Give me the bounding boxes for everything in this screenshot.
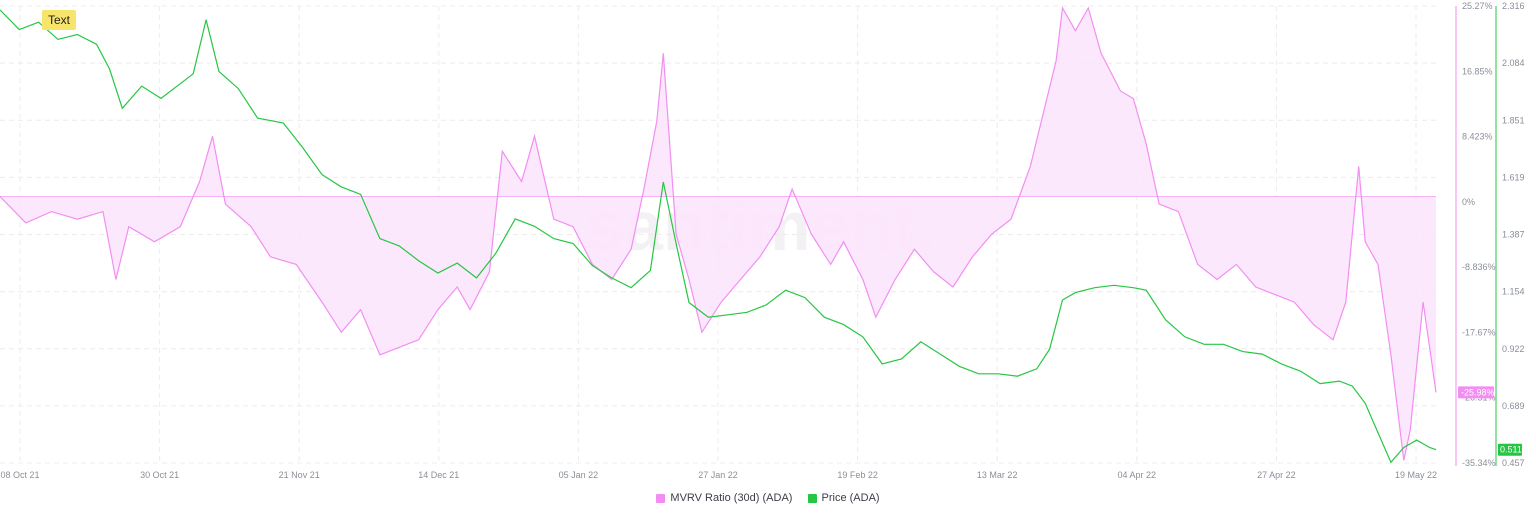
- x-tick-label: 30 Oct 21: [140, 470, 179, 480]
- mvrv-tick-label: -35.34%: [1462, 458, 1496, 468]
- legend-item-mvrv[interactable]: MVRV Ratio (30d) (ADA): [656, 492, 792, 504]
- legend-swatch-mvrv: [656, 493, 666, 503]
- x-tick-label: 04 Apr 22: [1118, 470, 1157, 480]
- x-tick-label: 14 Dec 21: [418, 470, 459, 480]
- x-tick-label: 19 Feb 22: [837, 470, 878, 480]
- mvrv-tick-label: 25.27%: [1462, 1, 1493, 11]
- price-tick-label: 1.851: [1502, 115, 1525, 125]
- price-tick-label: 2.084: [1502, 58, 1525, 68]
- price-tick-label: 0.689: [1502, 401, 1525, 411]
- mvrv-tick-label: 8.423%: [1462, 132, 1493, 142]
- x-tick-label: 21 Nov 21: [279, 470, 320, 480]
- mvrv-current-value-badge: -25.98%: [1458, 386, 1495, 399]
- legend-swatch-price: [807, 493, 817, 503]
- legend-label-mvrv: MVRV Ratio (30d) (ADA): [670, 492, 793, 504]
- price-line: [0, 9, 1437, 464]
- mvrv-tick-label: 16.85%: [1462, 66, 1493, 76]
- mvrv-current-value: -25.98%: [1461, 387, 1495, 397]
- mvrv-tick-label: -8.836%: [1462, 262, 1496, 272]
- mvrv-line: [0, 6, 1437, 461]
- price-current-value: 0.511: [1500, 445, 1522, 455]
- price-current-value-badge: 0.511: [1498, 443, 1522, 456]
- x-tick-label: 27 Apr 22: [1257, 470, 1296, 480]
- annotation-label[interactable]: Text: [42, 10, 77, 30]
- x-tick-label: 13 Mar 22: [977, 470, 1018, 480]
- mvrv-tick-label: -17.67%: [1462, 327, 1496, 337]
- legend: MVRV Ratio (30d) (ADA) Price (ADA): [0, 492, 1536, 506]
- price-tick-label: 2.316: [1502, 1, 1525, 11]
- price-tick-label: 0.922: [1502, 344, 1525, 354]
- x-axis-ticks: 08 Oct 21 30 Oct 21 21 Nov 21 14 Dec 21 05 J…: [0, 470, 1437, 480]
- legend-label-price: Price (ADA): [821, 492, 880, 504]
- x-tick-label: 19 May 22: [1395, 470, 1437, 480]
- price-tick-label: 1.387: [1502, 230, 1525, 240]
- price-axis-ticks: 2.316 2.084 1.851 1.619 1.387 1.154 0.922 0.689…: [1502, 1, 1525, 468]
- mvrv-tick-label: 0%: [1462, 197, 1475, 207]
- legend-item-price[interactable]: Price (ADA): [807, 492, 880, 504]
- price-tick-label: 1.154: [1502, 287, 1525, 297]
- price-tick-label: 0.457: [1502, 458, 1525, 468]
- mvrv-area: [0, 8, 1436, 461]
- x-tick-label: 08 Oct 21: [0, 470, 39, 480]
- x-tick-label: 27 Jan 22: [698, 470, 738, 480]
- x-tick-label: 05 Jan 22: [559, 470, 599, 480]
- price-tick-label: 1.619: [1502, 172, 1525, 182]
